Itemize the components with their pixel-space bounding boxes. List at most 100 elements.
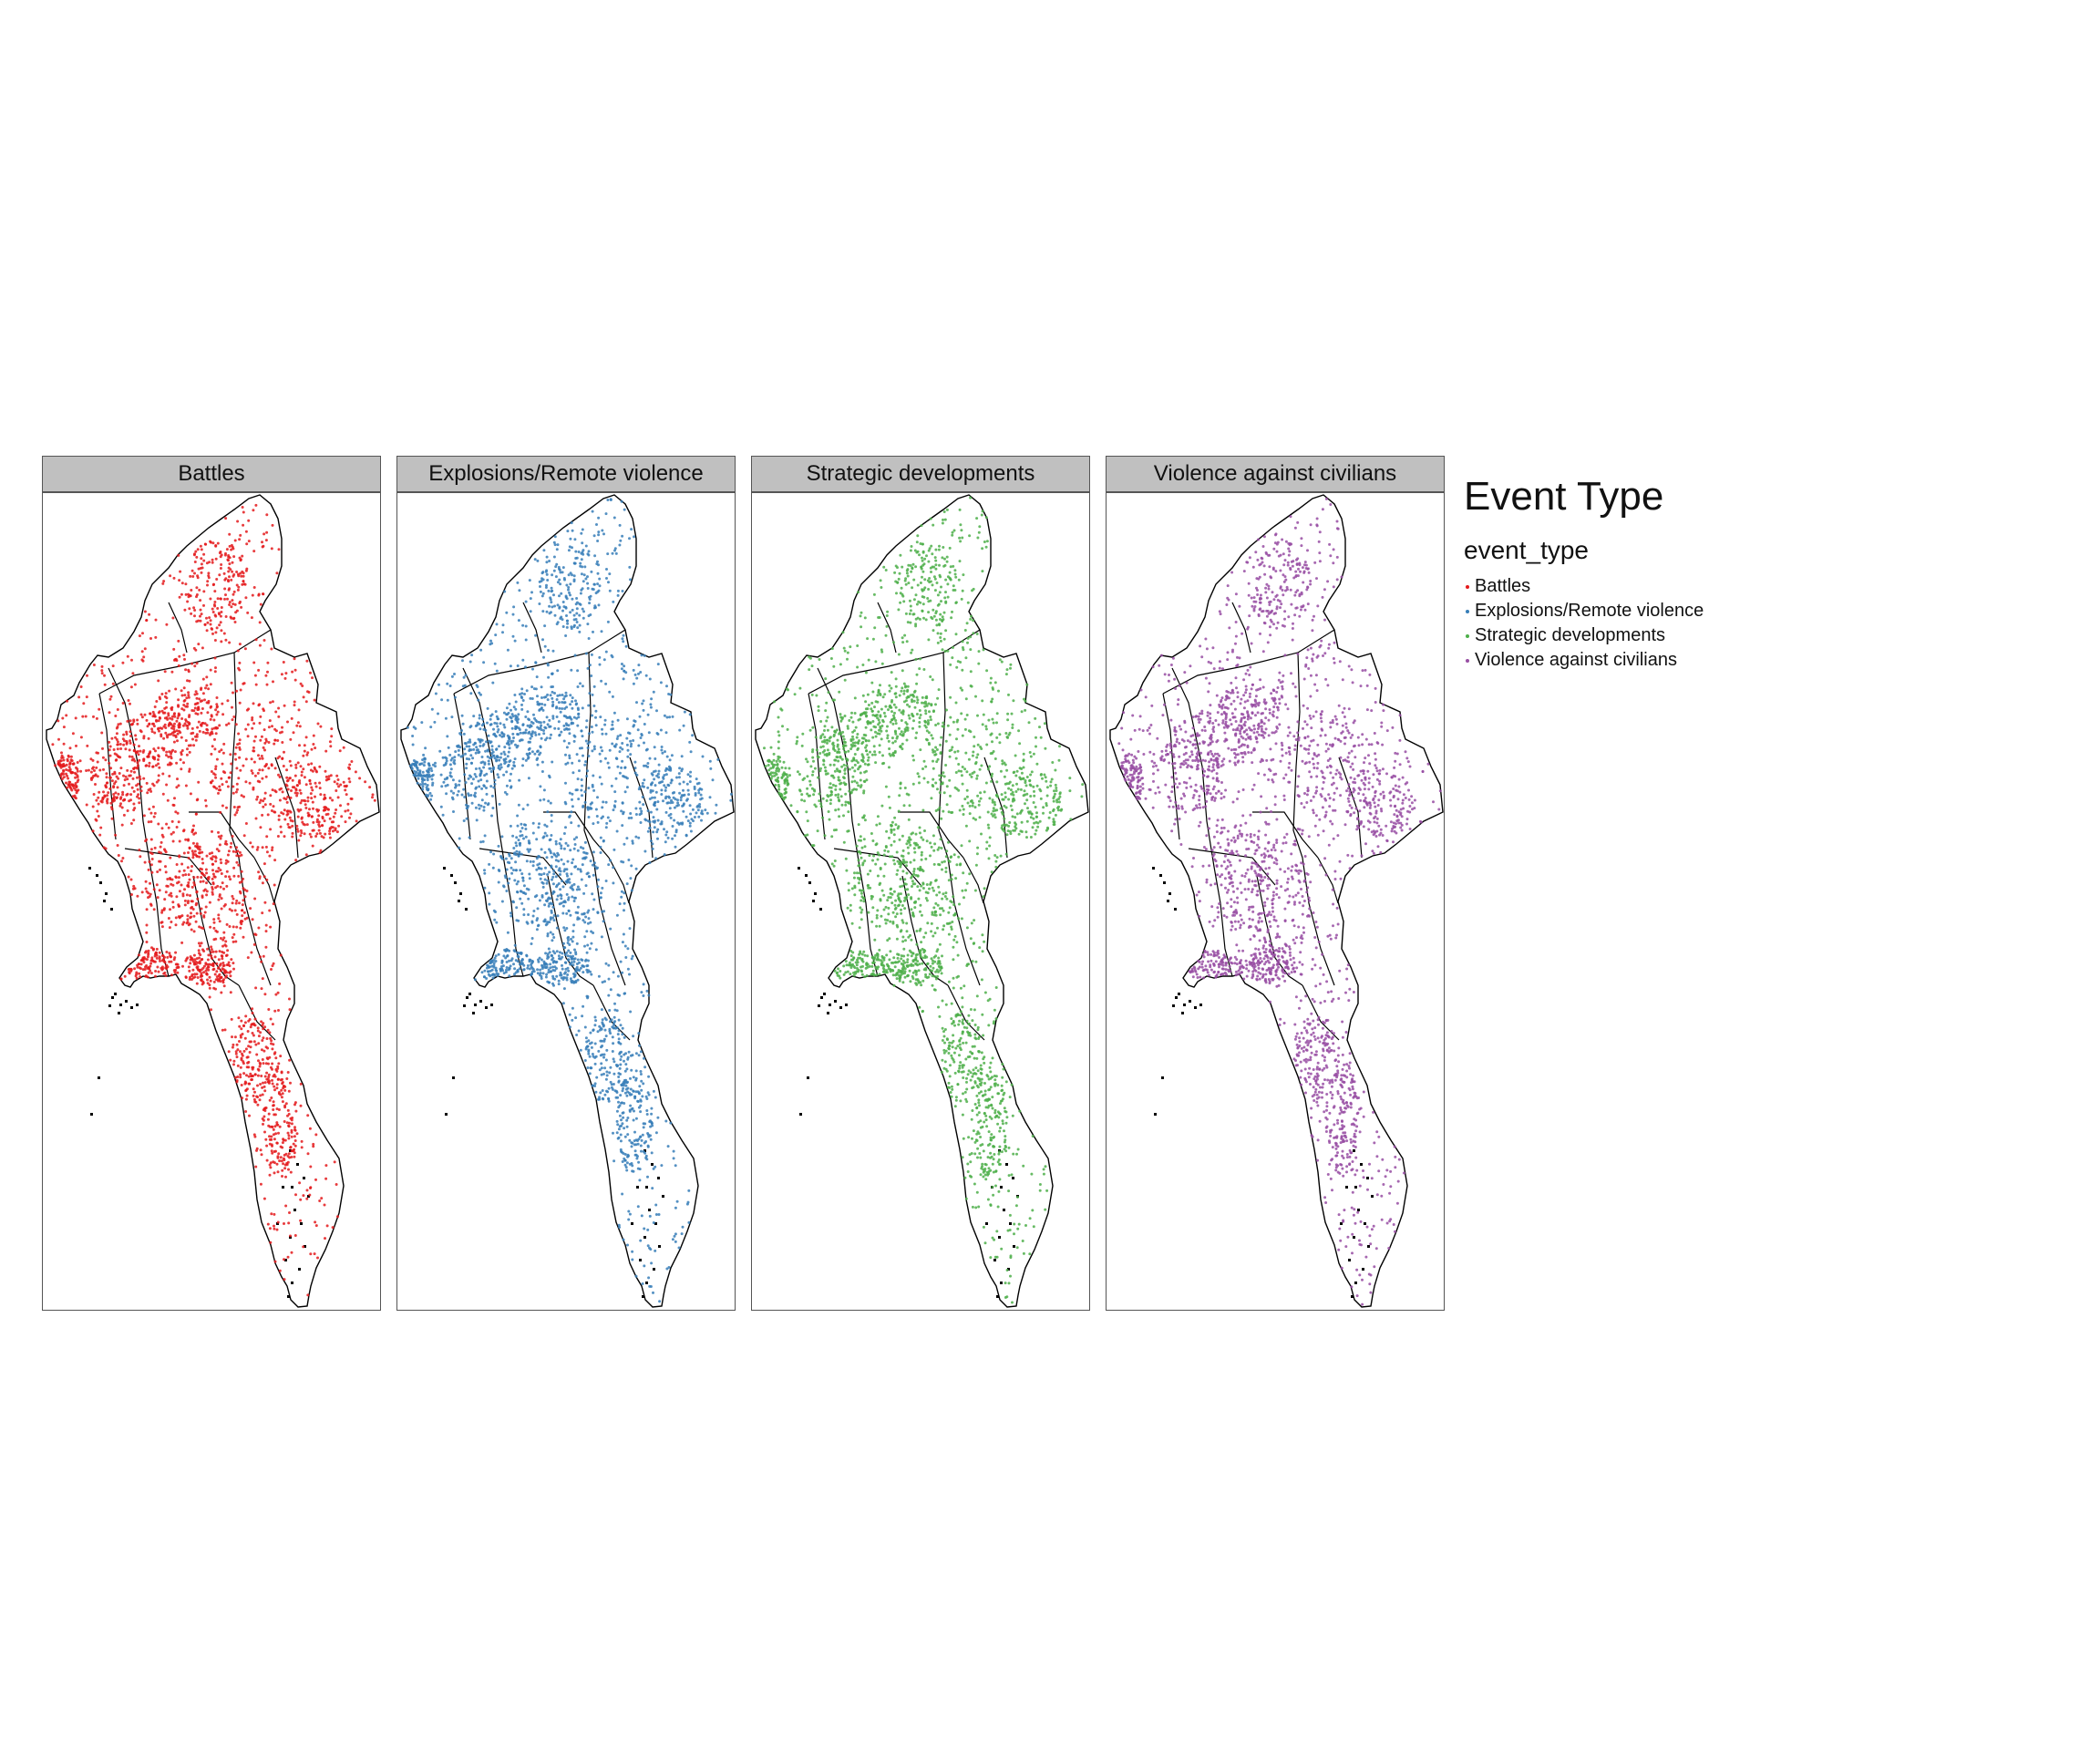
event-point — [574, 703, 578, 706]
event-point — [293, 1144, 297, 1148]
event-point — [256, 1084, 259, 1087]
event-point — [621, 1089, 624, 1093]
event-point — [650, 1151, 654, 1155]
event-point — [262, 1108, 265, 1112]
event-point — [582, 857, 585, 860]
event-point — [227, 961, 231, 964]
event-point — [551, 965, 554, 969]
event-point — [235, 609, 239, 612]
event-point — [597, 516, 601, 520]
event-point — [621, 747, 624, 751]
event-point — [188, 767, 191, 771]
event-point — [111, 664, 115, 668]
event-point — [588, 602, 592, 605]
event-point — [474, 791, 477, 795]
event-point — [228, 575, 231, 579]
event-point — [502, 773, 506, 777]
event-point — [149, 903, 153, 907]
event-point — [145, 964, 149, 967]
event-point — [195, 696, 199, 700]
event-point — [212, 938, 216, 942]
event-point — [623, 775, 626, 778]
event-point — [551, 878, 553, 881]
event-point — [288, 1211, 291, 1214]
event-point — [121, 661, 125, 664]
event-point — [495, 921, 499, 924]
event-point — [194, 550, 198, 553]
event-point — [655, 709, 658, 713]
event-point — [640, 1138, 643, 1142]
event-point — [242, 1060, 245, 1064]
country-boundary — [400, 494, 735, 1308]
event-point — [319, 849, 323, 852]
event-point — [556, 914, 560, 918]
event-point — [441, 813, 445, 817]
event-point — [558, 568, 561, 571]
event-point — [610, 784, 613, 788]
event-point — [420, 721, 424, 725]
event-point — [262, 592, 265, 596]
event-point — [216, 607, 220, 610]
event-point — [324, 796, 326, 799]
event-point — [628, 1162, 632, 1166]
event-point — [211, 962, 215, 965]
event-point — [192, 914, 196, 918]
event-point — [550, 814, 553, 817]
event-point — [119, 802, 122, 806]
event-point — [434, 765, 437, 768]
event-point — [231, 936, 234, 940]
event-point — [219, 810, 222, 814]
event-point — [567, 910, 571, 912]
event-point — [479, 745, 482, 747]
event-point — [252, 1097, 256, 1101]
event-point — [551, 875, 555, 879]
event-point — [598, 1068, 602, 1072]
event-point — [335, 1183, 338, 1186]
event-point — [573, 948, 576, 952]
event-point — [108, 787, 112, 790]
event-point — [280, 1096, 283, 1099]
event-point — [540, 867, 543, 870]
event-point — [224, 859, 228, 862]
event-point — [259, 738, 262, 742]
event-point — [225, 806, 228, 809]
event-point — [278, 1269, 282, 1272]
event-point — [116, 747, 119, 751]
event-point — [108, 740, 111, 744]
event-point — [327, 775, 331, 778]
event-point — [564, 841, 568, 845]
event-point — [458, 846, 461, 849]
event-point — [648, 757, 652, 760]
event-point — [224, 839, 228, 843]
event-point — [251, 845, 254, 849]
event-point — [531, 722, 535, 725]
event-point — [175, 895, 179, 899]
event-point — [527, 839, 530, 843]
event-point — [649, 1138, 653, 1141]
event-point — [479, 693, 482, 696]
event-point — [453, 673, 456, 675]
event-point — [127, 875, 130, 879]
event-point — [229, 878, 232, 881]
event-point — [344, 788, 347, 792]
event-point — [189, 962, 192, 965]
event-point — [525, 921, 529, 924]
event-point — [153, 846, 157, 849]
event-point — [576, 918, 580, 921]
event-point — [228, 925, 232, 928]
event-point — [262, 532, 266, 536]
island-outline — [114, 993, 117, 995]
event-point — [483, 761, 487, 765]
event-point — [586, 808, 590, 811]
island-outline — [111, 996, 114, 999]
event-point — [493, 778, 497, 782]
event-point — [651, 842, 654, 846]
event-point — [324, 769, 327, 773]
event-point — [291, 786, 294, 789]
event-point — [230, 578, 233, 582]
event-point — [198, 845, 201, 849]
event-point — [311, 800, 314, 804]
event-point — [533, 731, 537, 735]
event-point — [149, 863, 153, 867]
event-point — [640, 809, 643, 813]
